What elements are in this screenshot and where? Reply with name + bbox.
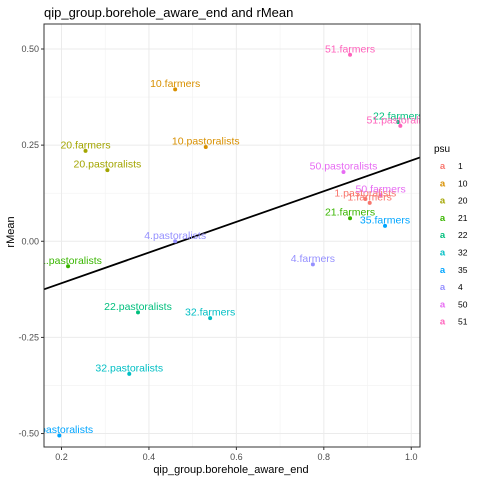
- legend-key-glyph: a: [440, 230, 446, 241]
- legend-entry-label: 50: [458, 299, 468, 309]
- y-tick-label: 0.00: [21, 236, 39, 246]
- data-point: [367, 200, 372, 205]
- x-tick-label: 0.4: [143, 452, 156, 462]
- point-label: 20.farmers: [60, 139, 110, 151]
- data-point: [57, 433, 62, 438]
- point-label: 4.pastoralists: [144, 230, 206, 242]
- data-point: [383, 223, 388, 228]
- point-label: 32.farmers: [185, 307, 235, 319]
- point-label: 1.farmers: [348, 191, 392, 203]
- legend-entry-label: 35: [458, 265, 468, 275]
- x-tick-label: 0.8: [318, 452, 331, 462]
- legend-key: [434, 158, 451, 175]
- point-label: 51.farmers: [325, 43, 375, 55]
- point-label: 21.pastoralists: [34, 255, 102, 267]
- data-point: [66, 264, 71, 269]
- legend-key-glyph: a: [440, 196, 446, 207]
- point-label: 1.pastoralists: [334, 187, 396, 199]
- data-point: [173, 239, 178, 244]
- x-tick-label: 0.2: [55, 452, 68, 462]
- grid: [44, 24, 420, 447]
- point-label: 4.farmers: [291, 253, 335, 265]
- point-label: 10.pastoralists: [172, 136, 240, 148]
- y-tick-label: -0.25: [18, 332, 39, 342]
- data-point: [348, 216, 353, 221]
- data-point: [310, 262, 315, 267]
- legend-entry-label: 51: [458, 317, 468, 327]
- legend-key: [434, 279, 451, 297]
- legend-key-glyph: a: [440, 299, 446, 310]
- data-point: [398, 123, 403, 128]
- data-point: [105, 168, 110, 173]
- data-point: [83, 148, 88, 153]
- legend-key: [434, 313, 451, 331]
- y-axis-title: rMean: [5, 216, 17, 247]
- point-label: 10.farmers: [150, 78, 200, 90]
- legend-entry-label: 4: [458, 282, 463, 292]
- point-label: 22.pastoralists: [104, 301, 172, 313]
- legend-title: psu: [434, 144, 450, 155]
- data-point: [396, 120, 401, 125]
- data-point: [127, 371, 132, 376]
- data-point: [208, 316, 213, 321]
- legend-key-glyph: a: [440, 282, 446, 293]
- legend-entry-label: 1: [458, 161, 463, 171]
- point-label: 22.farmers: [373, 111, 423, 123]
- data-point: [348, 52, 353, 57]
- data-point: [136, 310, 140, 315]
- point-label: 50.pastoralists: [310, 161, 378, 173]
- legend-key: [434, 209, 451, 227]
- y-tick-label: 0.25: [21, 140, 39, 150]
- data-point: [203, 145, 208, 150]
- legend-key: [434, 296, 451, 314]
- legend-key: [434, 244, 451, 262]
- point-label: 50.farmers: [356, 184, 406, 196]
- data-point: [378, 193, 383, 198]
- legend-entry-label: 32: [458, 248, 468, 258]
- panel-border: [43, 23, 421, 448]
- fit-line: [43, 156, 421, 291]
- point-label: 35.pastoralists: [25, 424, 93, 436]
- y-tick-label: 0.50: [21, 44, 39, 54]
- x-axis: 0.2 0.4 0.6 0.8 1.0: [55, 447, 418, 462]
- legend-key-glyph: a: [440, 317, 446, 328]
- data-point: [363, 196, 368, 201]
- legend-key-glyph: a: [440, 213, 446, 224]
- legend-entry-label: 10: [458, 178, 468, 188]
- point-label: 32.pastoralists: [95, 362, 163, 374]
- legend: psu a 1 a 10 a 20 a 21 a 22 a 32 a 35 a 4 a 50 a 51: [434, 144, 468, 331]
- chart-title: qip_group.borehole_aware_end and rMean: [44, 5, 293, 20]
- data-point: [341, 170, 346, 175]
- point-label: 20.pastoralists: [74, 159, 142, 171]
- legend-key-glyph: a: [440, 265, 446, 276]
- legend-entry-label: 20: [458, 196, 468, 206]
- point-label: 35.farmers: [360, 214, 410, 226]
- legend-key-glyph: a: [440, 248, 446, 259]
- point-label: 51.pastoralists: [366, 114, 434, 126]
- legend-entry-label: 22: [458, 230, 468, 240]
- legend-key: [434, 175, 451, 193]
- legend-key-glyph: a: [440, 178, 446, 189]
- x-axis-title: qip_group.borehole_aware_end: [153, 464, 308, 476]
- legend-key: [434, 227, 451, 245]
- x-tick-label: 0.6: [230, 452, 243, 462]
- data-point: [173, 87, 178, 92]
- legend-key: [434, 261, 451, 279]
- x-tick-label: 1.0: [405, 452, 418, 462]
- legend-entry-label: 21: [458, 213, 468, 223]
- legend-key-glyph: a: [440, 161, 446, 172]
- y-tick-label: -0.50: [18, 429, 39, 439]
- y-axis: -0.50 -0.25 0.00 0.25 0.50: [18, 44, 44, 439]
- fit-line-layer: [43, 156, 421, 291]
- legend-key: [434, 192, 451, 210]
- points-layer: [57, 52, 403, 438]
- point-label: 21.farmers: [325, 207, 375, 219]
